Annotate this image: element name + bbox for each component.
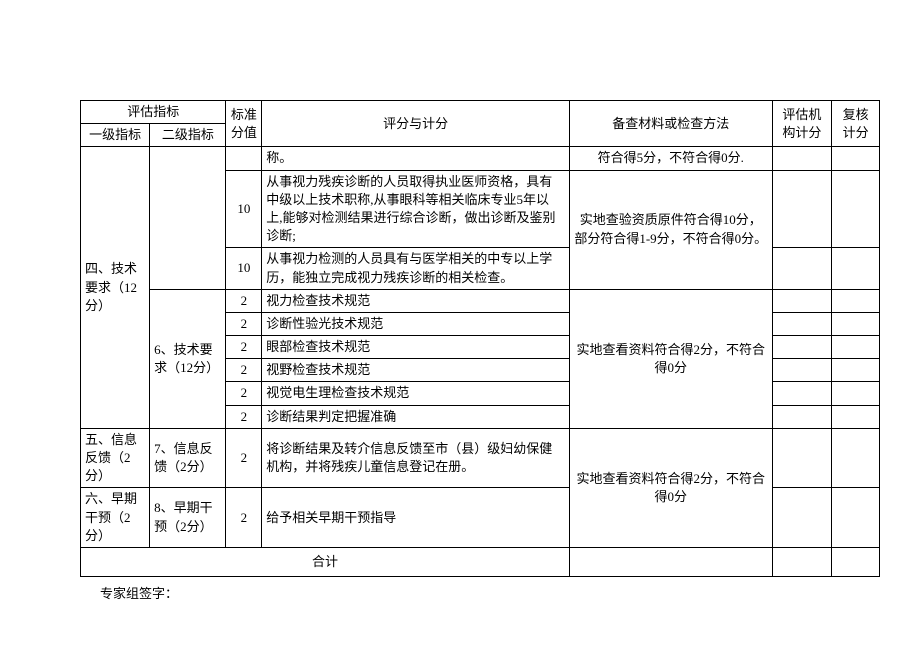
r0-recheck [832, 147, 880, 170]
r8-criteria: 诊断结果判定把握准确 [262, 405, 570, 428]
r0-inst [772, 147, 832, 170]
r6-inst [772, 359, 832, 382]
header-l2: 二级指标 [150, 124, 226, 147]
r3-criteria: 视力检查技术规范 [262, 289, 570, 312]
l1-section5: 五、信息反馈（2分） [81, 428, 150, 488]
sec5-score: 2 [226, 428, 262, 488]
l2-section6: 6、技术要求（12分） [150, 289, 226, 428]
r6-recheck [832, 359, 880, 382]
r8-score: 2 [226, 405, 262, 428]
r2-score: 10 [226, 248, 262, 289]
sec5-inst [772, 428, 832, 488]
header-inst: 评估机构计分 [772, 101, 832, 147]
sec6-score: 2 [226, 488, 262, 548]
l2-section8: 8、早期干预（2分） [150, 488, 226, 548]
header-score: 标准分值 [226, 101, 262, 147]
total-label: 合计 [81, 547, 570, 576]
r1-inst [772, 170, 832, 248]
r1r2-materials: 实地查验资质原件符合得10分，部分符合得1-9分，不符合得0分。 [569, 170, 772, 289]
l2-section7: 7、信息反馈（2分） [150, 428, 226, 488]
r2-inst [772, 248, 832, 289]
r8-recheck [832, 405, 880, 428]
r3-inst [772, 289, 832, 312]
r5-recheck [832, 336, 880, 359]
r3-recheck [832, 289, 880, 312]
header-indicator-group: 评估指标 [81, 101, 226, 124]
r0-materials: 符合得5分，不符合得0分. [569, 147, 772, 170]
sec6-criteria: 给予相关早期干预指导 [262, 488, 570, 548]
r6-criteria: 视野检查技术规范 [262, 359, 570, 382]
l1-section4: 四、技术要求（12分） [81, 147, 150, 428]
header-criteria: 评分与计分 [262, 101, 570, 147]
r3-score: 2 [226, 289, 262, 312]
header-recheck: 复核计分 [832, 101, 880, 147]
r6-score: 2 [226, 359, 262, 382]
header-materials: 备查材料或检查方法 [569, 101, 772, 147]
r8-inst [772, 405, 832, 428]
sec6-recheck [832, 488, 880, 548]
r7-recheck [832, 382, 880, 405]
total-recheck [832, 547, 880, 576]
r7-inst [772, 382, 832, 405]
header-l1: 一级指标 [81, 124, 150, 147]
r1-score: 10 [226, 170, 262, 248]
r1-recheck [832, 170, 880, 248]
r4-score: 2 [226, 312, 262, 335]
sec5-materials: 实地查看资料符合得2分，不符合得0分 [569, 428, 772, 547]
r5-inst [772, 336, 832, 359]
l2-prev [150, 147, 226, 289]
r5-score: 2 [226, 336, 262, 359]
r7-score: 2 [226, 382, 262, 405]
signature-line: 专家组签字： [100, 583, 880, 602]
sec6-inst [772, 488, 832, 548]
sec4-materials: 实地查看资料符合得2分，不符合得0分 [569, 289, 772, 428]
r2-criteria: 从事视力检测的人员具有与医学相关的中专以上学历，能独立完成视力残疾诊断的相关检查… [262, 248, 570, 289]
r2-recheck [832, 248, 880, 289]
total-inst [772, 547, 832, 576]
r4-inst [772, 312, 832, 335]
r5-criteria: 眼部检查技术规范 [262, 336, 570, 359]
l1-section6: 六、早期干预（2分） [81, 488, 150, 548]
sec5-criteria: 将诊断结果及转介信息反馈至市（县）级妇幼保健机构，并将残疾儿童信息登记在册。 [262, 428, 570, 488]
r7-criteria: 视觉电生理检查技术规范 [262, 382, 570, 405]
r1-criteria: 从事视力残疾诊断的人员取得执业医师资格，具有中级以上技术职称,从事眼科等相关临床… [262, 170, 570, 248]
sec5-recheck [832, 428, 880, 488]
r0-criteria: 称。 [262, 147, 570, 170]
evaluation-table: 评估指标 标准分值 评分与计分 备查材料或检查方法 评估机构计分 复核计分 一级… [80, 100, 880, 577]
r0-score [226, 147, 262, 170]
r4-recheck [832, 312, 880, 335]
r4-criteria: 诊断性验光技术规范 [262, 312, 570, 335]
total-materials [569, 547, 772, 576]
